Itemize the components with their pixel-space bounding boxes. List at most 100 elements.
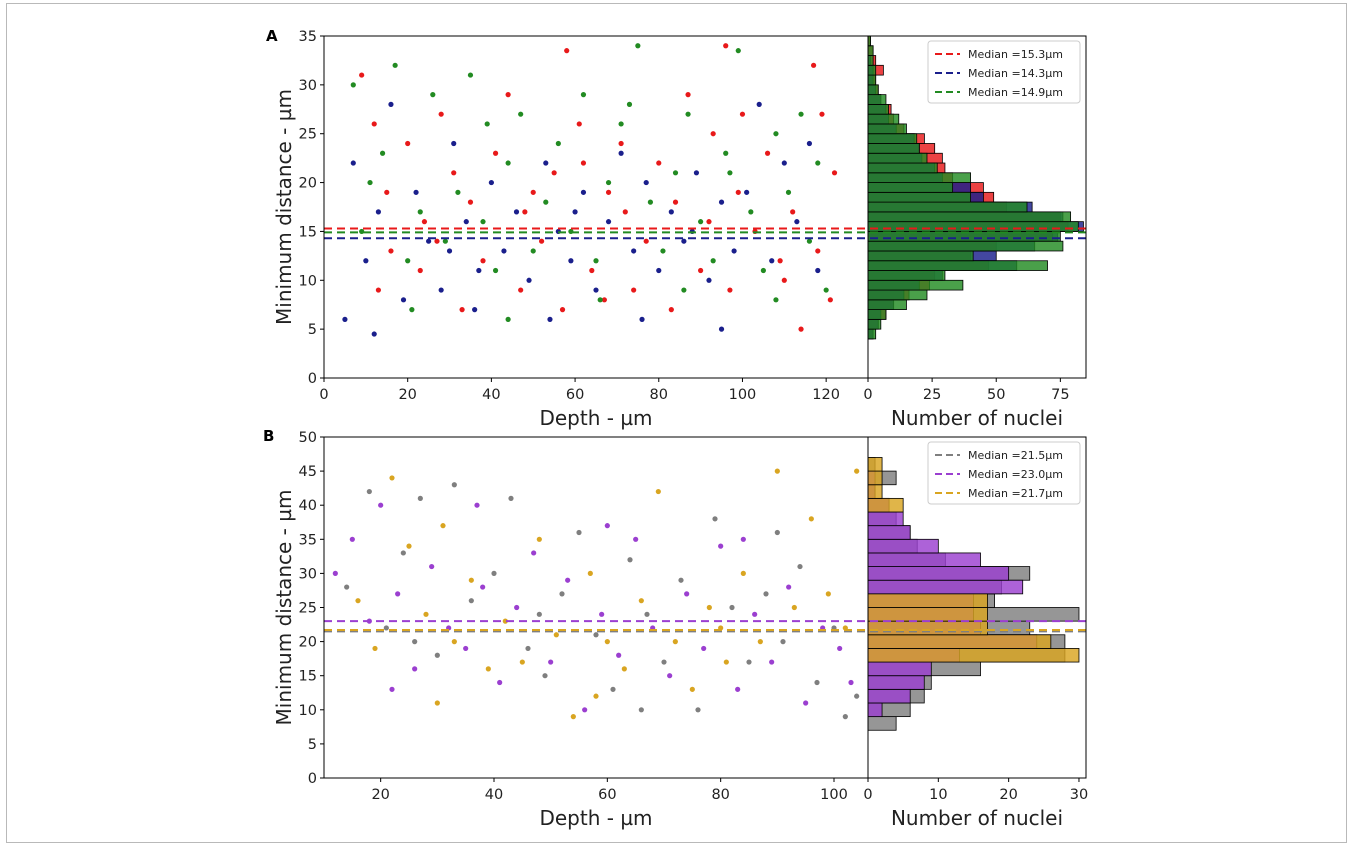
panel-letter: A bbox=[266, 27, 278, 45]
histogram-bar bbox=[867, 221, 1079, 232]
scatter-point bbox=[599, 611, 605, 617]
scatter-point bbox=[455, 189, 461, 195]
scatter-point bbox=[417, 267, 423, 274]
scatter-point bbox=[384, 189, 390, 195]
scatter-point bbox=[712, 516, 718, 522]
scatter-point bbox=[392, 62, 398, 68]
y-tick-label: 5 bbox=[308, 737, 317, 753]
scatter-point bbox=[388, 248, 394, 254]
scatter-point bbox=[837, 645, 843, 652]
scatter-point bbox=[798, 111, 804, 117]
scatter-point bbox=[781, 160, 787, 166]
scatter-point bbox=[434, 700, 440, 706]
scatter-point bbox=[727, 287, 733, 293]
scatter-point bbox=[349, 536, 355, 542]
histogram-bar bbox=[867, 152, 928, 164]
scatter-point bbox=[811, 62, 817, 68]
y-axis-label: Minimum distance - µm bbox=[272, 89, 296, 325]
scatter-point bbox=[423, 611, 429, 617]
scatter-point bbox=[718, 326, 725, 332]
scatter-point bbox=[638, 598, 644, 604]
scatter-point bbox=[536, 611, 542, 617]
scatter-point bbox=[526, 277, 532, 283]
scatter-point bbox=[827, 297, 833, 303]
scatter-point bbox=[618, 140, 624, 147]
x-tick-label: 0 bbox=[863, 387, 872, 403]
scatter-point bbox=[468, 577, 474, 583]
x-tick-label: 100 bbox=[820, 787, 848, 803]
scatter-axes-frame bbox=[323, 436, 869, 779]
scatter-point bbox=[518, 111, 524, 117]
scatter-point bbox=[536, 536, 542, 542]
scatter-point bbox=[774, 468, 780, 474]
scatter-point bbox=[350, 160, 356, 166]
scatter-point bbox=[773, 131, 779, 137]
x-axis-label: Depth - µm bbox=[539, 806, 652, 830]
scatter-point bbox=[681, 287, 687, 293]
scatter-point bbox=[668, 307, 674, 313]
scatter-point bbox=[627, 557, 633, 563]
scatter-point bbox=[342, 316, 348, 322]
scatter-point bbox=[668, 209, 674, 215]
panel-a: A 0 5 10 15 20 25 30 35 0 20 40 60 80 100 120 0 25 50 75 Dep… bbox=[266, 27, 1087, 430]
scatter-point bbox=[638, 707, 644, 713]
histogram-bar bbox=[867, 270, 946, 281]
scatter-point bbox=[446, 248, 453, 254]
legend-box bbox=[927, 441, 1081, 505]
y-tick-label: 5 bbox=[308, 322, 317, 338]
scatter-point bbox=[359, 228, 365, 235]
scatter-points bbox=[332, 468, 860, 720]
scatter-point bbox=[681, 238, 687, 244]
histogram-bar bbox=[867, 579, 1024, 595]
scatter-point bbox=[647, 199, 654, 205]
histogram-x-axis-label: Number of nuclei bbox=[891, 806, 1063, 830]
histogram-bar bbox=[867, 470, 883, 486]
scatter-point bbox=[576, 529, 582, 536]
scatter-point bbox=[480, 258, 486, 264]
scatter-point bbox=[505, 160, 511, 166]
legend-label: Median =21.7µm bbox=[968, 487, 1063, 500]
scatter-point bbox=[635, 43, 641, 49]
scatter-point bbox=[551, 170, 557, 176]
scatter-point bbox=[530, 189, 536, 195]
x-tick-label: 40 bbox=[485, 787, 503, 803]
scatter-point bbox=[656, 160, 662, 166]
scatter-point bbox=[547, 316, 553, 322]
histogram-bar bbox=[867, 484, 883, 499]
scatter-point bbox=[463, 645, 469, 652]
scatter-point bbox=[395, 591, 401, 597]
scatter-point bbox=[492, 150, 499, 156]
scatter-point bbox=[701, 645, 707, 652]
scatter-point bbox=[530, 248, 536, 254]
histogram-bar bbox=[867, 260, 1048, 271]
scatter-point bbox=[746, 659, 752, 665]
scatter-point bbox=[412, 639, 418, 645]
x-tick-label: 75 bbox=[1051, 387, 1069, 403]
scatter-point bbox=[814, 679, 820, 686]
median-lines bbox=[324, 620, 1086, 633]
scatter-point bbox=[710, 258, 716, 264]
scatter-point bbox=[735, 686, 741, 692]
scatter-point bbox=[656, 267, 662, 274]
histogram-bar bbox=[867, 123, 907, 135]
scatter-point bbox=[467, 72, 474, 78]
scatter-point bbox=[769, 258, 775, 264]
legend: Median =15.3µm Median =14.3µm Median =14.9… bbox=[927, 40, 1081, 104]
scatter-point bbox=[559, 591, 565, 597]
scatter-point bbox=[597, 297, 603, 303]
scatter-point bbox=[505, 316, 511, 322]
scatter-point bbox=[570, 714, 576, 720]
histogram-bar bbox=[867, 84, 879, 96]
scatter-point bbox=[480, 584, 486, 590]
scatter-point bbox=[505, 92, 511, 98]
histogram-bars bbox=[867, 457, 1080, 731]
scatter-point bbox=[685, 92, 691, 98]
scatter-point bbox=[848, 679, 854, 686]
y-tick-label: 10 bbox=[299, 273, 317, 289]
scatter-point bbox=[639, 316, 645, 322]
scatter-point bbox=[438, 111, 444, 117]
histogram-bar bbox=[867, 182, 954, 193]
scatter-point bbox=[389, 686, 395, 692]
scatter-point bbox=[514, 604, 520, 611]
x-tick-label: 30 bbox=[1070, 787, 1088, 803]
